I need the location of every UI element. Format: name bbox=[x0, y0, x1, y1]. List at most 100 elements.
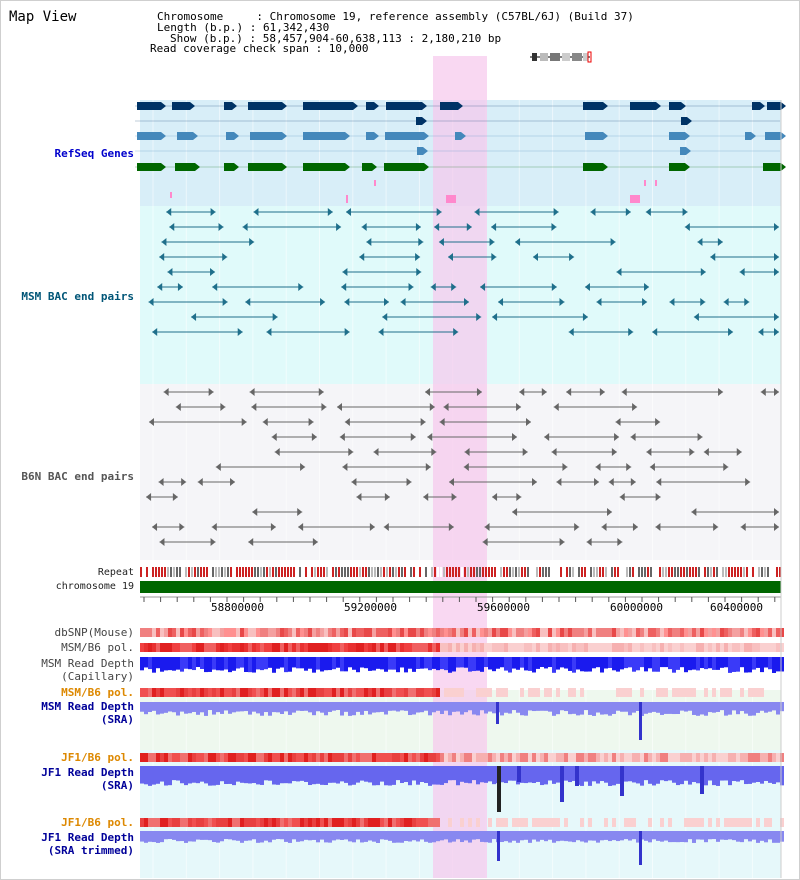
jf1-pol-cell bbox=[368, 753, 372, 762]
jf1-depth-bar bbox=[348, 766, 352, 786]
jf1-trim-depth-bar bbox=[676, 831, 680, 843]
msm-pol2-cell bbox=[360, 688, 364, 697]
msm-sra-depth-bar bbox=[672, 702, 676, 715]
msm-sra-depth-bar bbox=[180, 702, 184, 712]
jf1-trim-depth-bar bbox=[208, 831, 212, 841]
jf1-trim-depth-bar bbox=[332, 831, 336, 841]
msm-pol-cell bbox=[252, 643, 256, 652]
msm-cap-depth-bar bbox=[276, 657, 280, 669]
msm-cap-depth-bar bbox=[712, 657, 716, 670]
msm-bac-end bbox=[728, 328, 734, 336]
msm-pol-cell bbox=[268, 643, 272, 652]
dbsnp-cell bbox=[428, 628, 432, 637]
jf1-pol-cell bbox=[204, 753, 208, 762]
msm-sra-depth-spike bbox=[496, 702, 499, 724]
repeat-mark bbox=[719, 567, 721, 577]
msm-cap-depth-bar bbox=[716, 657, 720, 670]
b6n-bac-end bbox=[601, 523, 607, 531]
msm-pol-cell bbox=[604, 643, 608, 652]
b6n-bac-end bbox=[703, 448, 709, 456]
gene-strand-arrow bbox=[195, 163, 200, 171]
repeat-mark bbox=[140, 567, 142, 577]
repeat-mark bbox=[590, 567, 592, 577]
msm-bac-end bbox=[177, 283, 183, 291]
jf1-pol-cell bbox=[404, 753, 408, 762]
jf1-depth-bar bbox=[280, 766, 284, 784]
msm-sra-depth-bar bbox=[324, 702, 328, 716]
jf1-trim-depth-bar bbox=[744, 831, 748, 840]
gene-exon bbox=[248, 102, 282, 110]
jf1-pol-cell bbox=[516, 753, 520, 762]
msm-cap-depth-bar bbox=[392, 657, 396, 670]
msm-pol2-cell bbox=[740, 688, 744, 697]
jf1-depth-bar bbox=[540, 766, 544, 786]
jf1-trim-depth-bar bbox=[548, 831, 552, 840]
msm-sra-depth-bar bbox=[724, 702, 728, 716]
dbsnp-cell bbox=[520, 628, 524, 637]
msm-sra-depth-bar bbox=[580, 702, 584, 715]
repeat-mark bbox=[398, 567, 400, 577]
jf1-trim-depth-bar bbox=[592, 831, 596, 841]
jf1-pol2-cell bbox=[424, 818, 428, 827]
ideogram-band bbox=[540, 53, 548, 61]
msm-sra-depth-bar bbox=[596, 702, 600, 713]
msm-sra-depth-bar bbox=[712, 702, 716, 713]
jf1-pol-cell bbox=[564, 753, 568, 762]
jf1-pol2-cell bbox=[272, 818, 276, 827]
msm-bac-end bbox=[148, 298, 154, 306]
msm-depth-capillary-sublabel: (Capillary) bbox=[61, 670, 134, 683]
jf1-depth-bar bbox=[696, 766, 700, 784]
msm-sra-depth-bar bbox=[632, 702, 636, 713]
jf1-trim-depth-bar bbox=[152, 831, 156, 843]
repeat-mark bbox=[512, 567, 514, 577]
msm-cap-depth-bar bbox=[548, 657, 552, 668]
jf1-trim-depth-bar bbox=[360, 831, 364, 843]
jf1-trim-depth-bar bbox=[312, 831, 316, 840]
msm-pol-cell bbox=[552, 643, 556, 652]
jf1-depth-bar bbox=[708, 766, 712, 781]
jf1-depth-spike bbox=[575, 766, 579, 786]
msm-pol-cell bbox=[184, 643, 188, 652]
msm-cap-depth-bar bbox=[356, 657, 360, 673]
msm-pol2-cell bbox=[176, 688, 180, 697]
jf1-depth-bar bbox=[152, 766, 156, 785]
msm-pol2-cell bbox=[476, 688, 480, 697]
gene-exon bbox=[440, 102, 458, 110]
jf1-trim-depth-bar bbox=[680, 831, 684, 843]
jf1-trim-depth-bar bbox=[412, 831, 416, 841]
msm-pol2-cell bbox=[300, 688, 304, 697]
dbsnp-cell bbox=[176, 628, 180, 637]
jf1-pol-cell bbox=[488, 753, 492, 762]
msm-pol-cell bbox=[744, 643, 748, 652]
jf1-trim-depth-bar bbox=[288, 831, 292, 843]
msm-sra-depth-bar bbox=[148, 702, 152, 712]
repeat-mark bbox=[257, 567, 259, 577]
repeat-mark bbox=[617, 567, 619, 577]
jf1-pol2-cell bbox=[316, 818, 320, 827]
jf1-pol-cell bbox=[676, 753, 680, 762]
dbsnp-cell bbox=[720, 628, 724, 637]
repeat-mark bbox=[362, 567, 364, 577]
repeat-mark bbox=[650, 567, 652, 577]
msm-cap-depth-bar bbox=[460, 657, 464, 668]
msm-pol-cell bbox=[656, 643, 660, 652]
msm-pol-cell bbox=[408, 643, 412, 652]
msm-pol2-cell bbox=[388, 688, 392, 697]
msm-pol-cell bbox=[284, 643, 288, 652]
jf1-depth-bar bbox=[508, 766, 512, 781]
b6n-bac-end bbox=[384, 493, 390, 501]
jf1-pol-cell bbox=[556, 753, 560, 762]
msm-sra-depth-bar bbox=[296, 702, 300, 711]
msm-cap-depth-bar bbox=[640, 657, 644, 668]
feature-mark bbox=[630, 195, 640, 203]
msm-pol-cell bbox=[260, 643, 264, 652]
jf1-trim-depth-bar bbox=[260, 831, 264, 843]
repeat-mark bbox=[320, 567, 322, 577]
msm-bac-end bbox=[249, 238, 255, 246]
repeat-mark bbox=[743, 567, 745, 577]
msm-pol2-cell bbox=[256, 688, 260, 697]
msm-pol2-cell bbox=[236, 688, 240, 697]
jf1-depth-bar bbox=[772, 766, 776, 784]
jf1-pol-cell bbox=[532, 753, 536, 762]
